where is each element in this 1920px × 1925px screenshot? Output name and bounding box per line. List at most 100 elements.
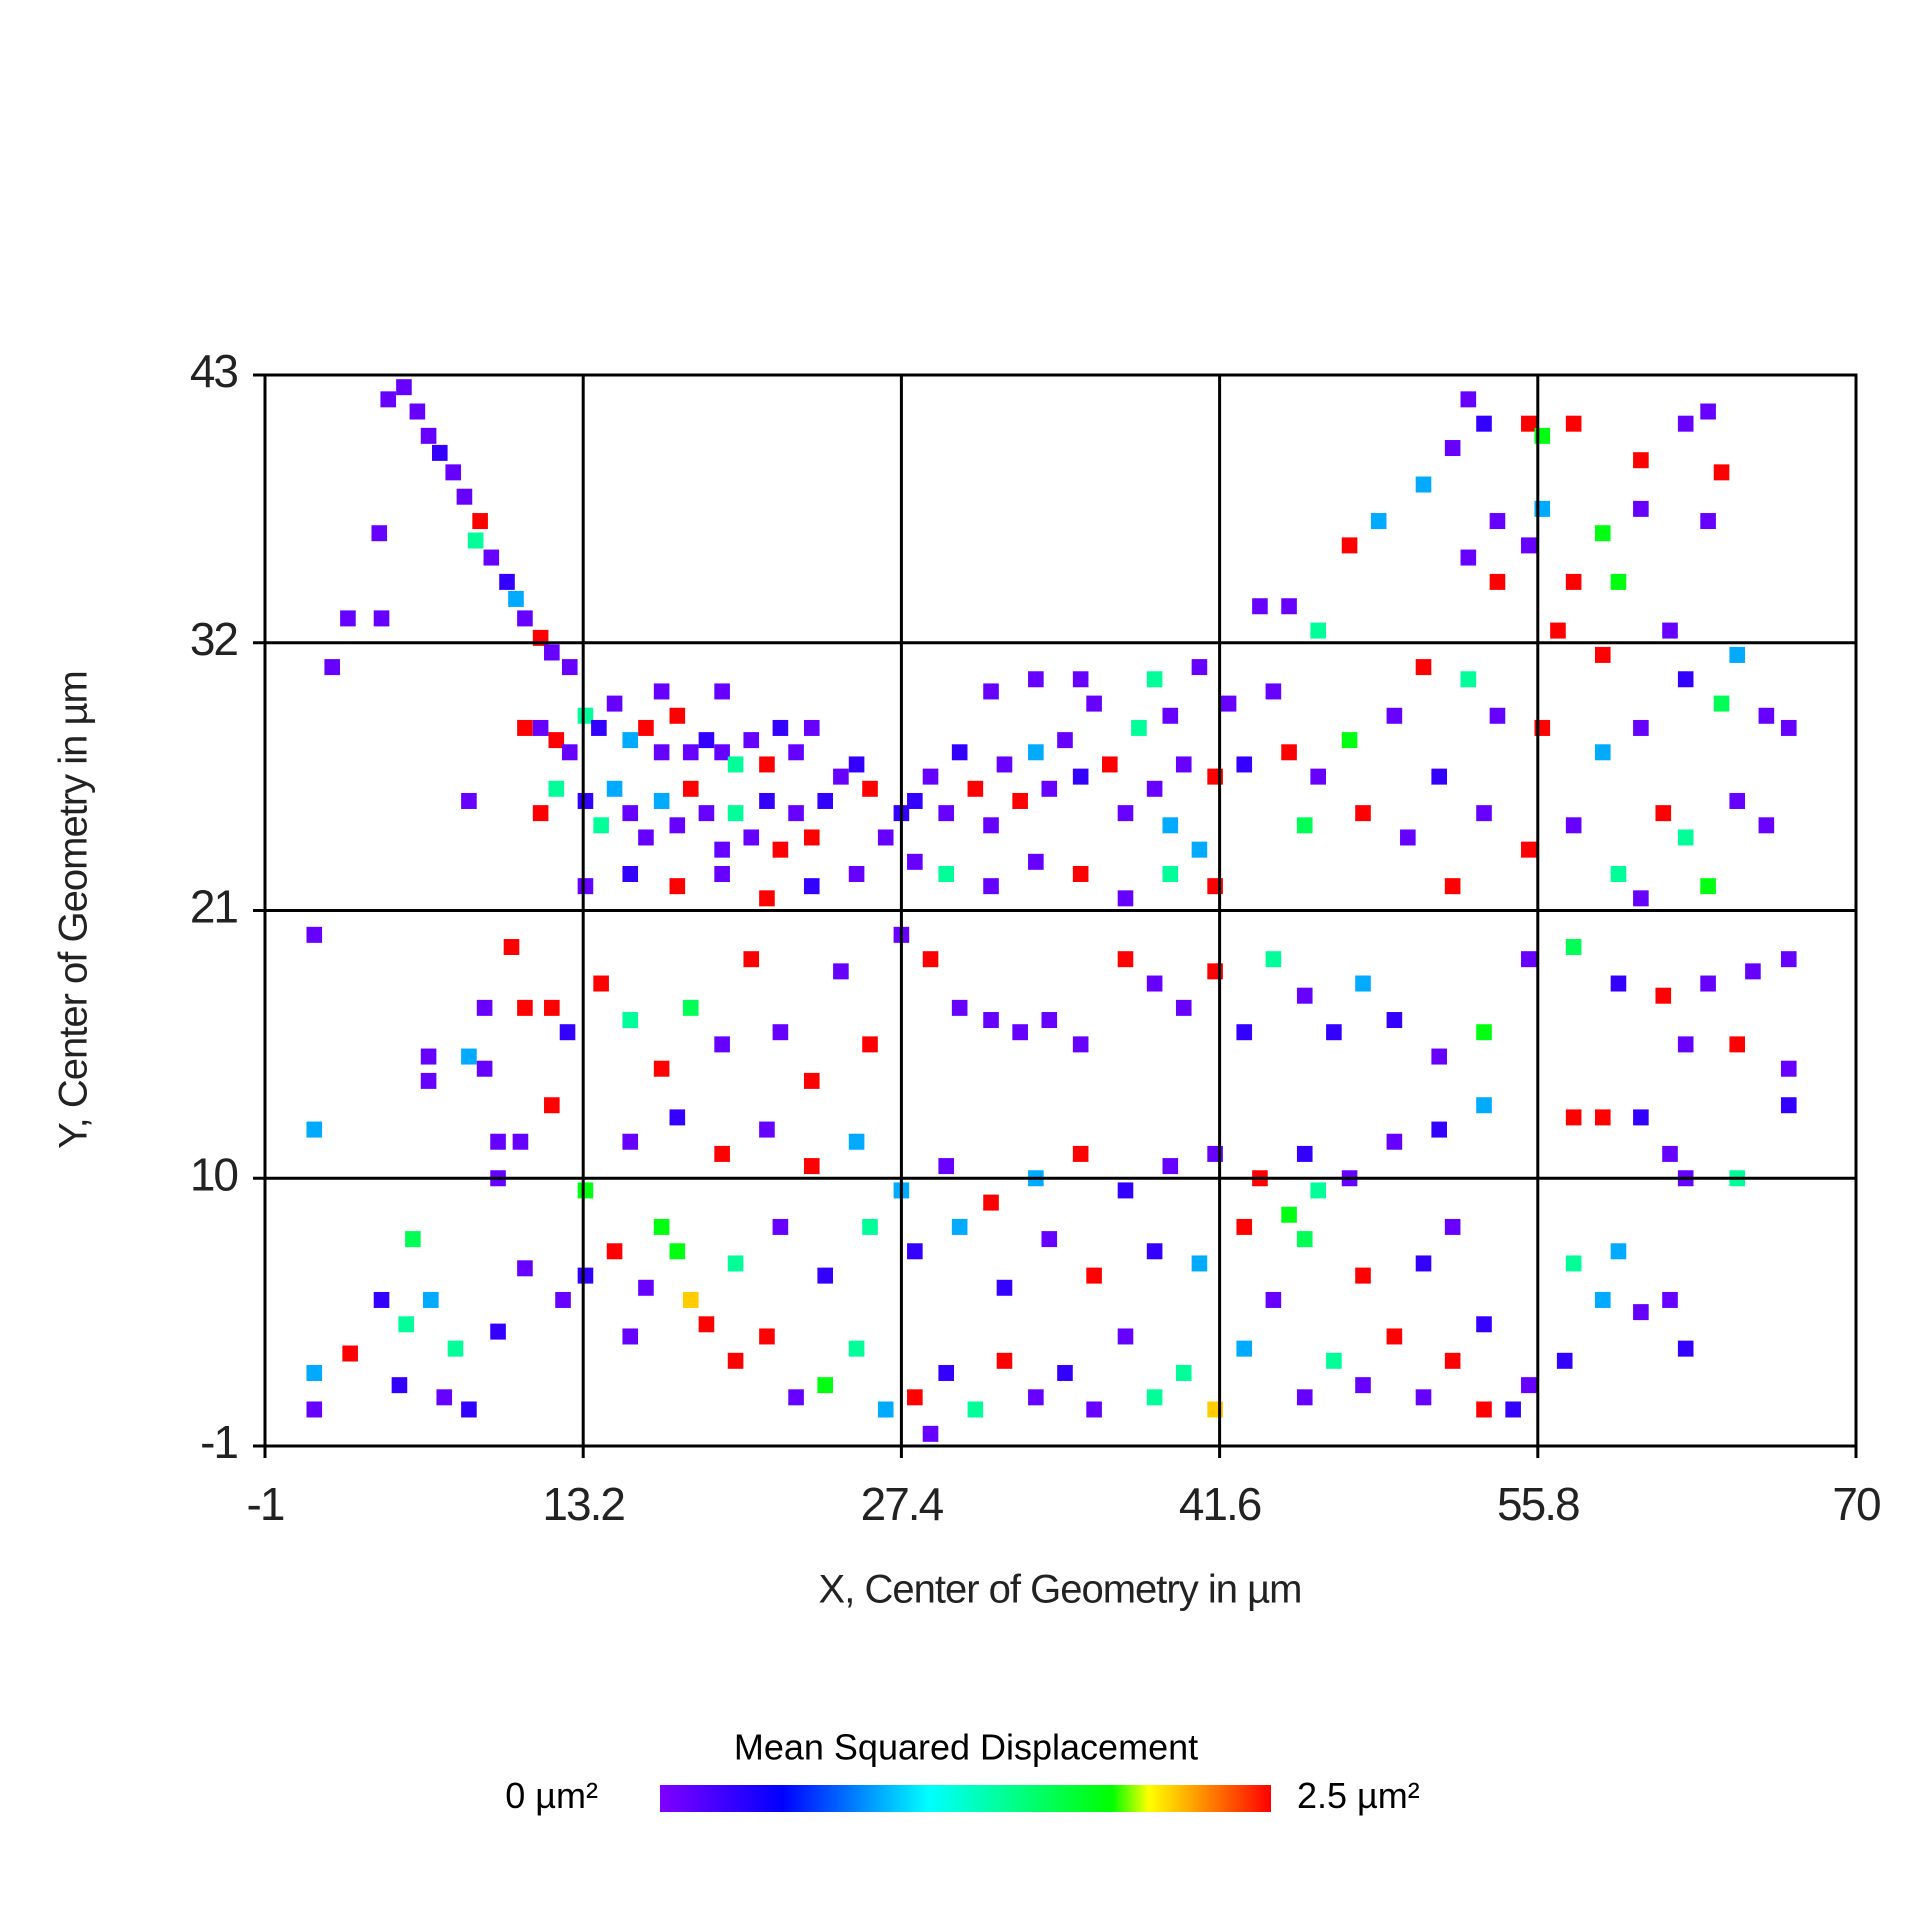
cell <box>1296 1145 1313 1162</box>
cell <box>398 1316 414 1333</box>
cell <box>622 732 639 749</box>
cell <box>1633 500 1649 517</box>
cell <box>907 792 923 809</box>
cell <box>1780 1060 1797 1077</box>
cell <box>1633 1304 1649 1321</box>
cell <box>803 1158 820 1175</box>
cell <box>436 1389 453 1406</box>
cell <box>1610 865 1627 882</box>
cell <box>1662 622 1678 639</box>
cell <box>669 707 686 724</box>
cell <box>1236 756 1253 773</box>
cell <box>622 865 639 882</box>
cell <box>1415 1255 1432 1272</box>
cell <box>1086 695 1102 712</box>
cell <box>1146 780 1163 797</box>
cell <box>1780 719 1797 736</box>
cell <box>606 695 623 712</box>
cell <box>512 1133 529 1150</box>
cell <box>1729 646 1746 663</box>
cell <box>1370 513 1387 530</box>
cell <box>877 829 894 846</box>
cell <box>1086 1401 1102 1418</box>
cell <box>951 1218 968 1235</box>
cell <box>577 1182 594 1199</box>
cell <box>1281 744 1297 761</box>
cell <box>1633 890 1649 907</box>
cell <box>848 865 865 882</box>
cell <box>1700 513 1716 530</box>
cell <box>669 878 686 895</box>
cell <box>456 488 473 505</box>
cell <box>1355 1267 1371 1284</box>
cell <box>447 1340 464 1357</box>
cell <box>682 999 699 1016</box>
cell <box>1400 829 1416 846</box>
cell <box>1341 537 1358 554</box>
cell <box>423 1291 439 1308</box>
y-tick-label: 43 <box>190 345 238 397</box>
cell <box>682 780 699 797</box>
cell <box>1780 1097 1797 1114</box>
cell <box>653 792 670 809</box>
cell <box>653 1218 670 1235</box>
cell <box>1296 1389 1313 1406</box>
cell <box>727 1255 744 1272</box>
cell <box>1444 440 1461 457</box>
cell <box>420 1072 437 1089</box>
cell <box>1460 671 1477 688</box>
cell <box>1028 853 1044 870</box>
cell <box>1444 1352 1461 1369</box>
cell <box>1252 598 1268 615</box>
cell <box>1117 805 1134 822</box>
cell <box>1310 768 1326 785</box>
cell <box>1594 646 1611 663</box>
cell <box>772 1218 789 1235</box>
cell <box>817 792 834 809</box>
cell <box>532 805 549 822</box>
cell <box>561 744 578 761</box>
cell <box>591 719 607 736</box>
cell <box>833 963 849 980</box>
cell <box>1386 707 1403 724</box>
cell <box>1565 817 1582 834</box>
cell <box>1460 391 1477 408</box>
cell <box>544 999 560 1016</box>
cell <box>1662 1291 1678 1308</box>
cell <box>743 829 760 846</box>
cell <box>638 829 654 846</box>
cell <box>1117 1328 1134 1345</box>
cell <box>503 939 520 956</box>
cell <box>445 464 462 481</box>
cell <box>698 1316 715 1333</box>
cell <box>1265 1291 1282 1308</box>
cell <box>508 590 524 607</box>
cell <box>848 1340 865 1357</box>
cell <box>1220 695 1237 712</box>
cell <box>1175 756 1192 773</box>
cell <box>938 1364 955 1381</box>
cell <box>548 780 565 797</box>
cell <box>1594 1291 1611 1308</box>
cell <box>1633 1109 1649 1126</box>
cell <box>714 683 730 700</box>
cell <box>983 1194 999 1211</box>
cell <box>1146 975 1163 992</box>
cell <box>653 1060 670 1077</box>
cell <box>996 1352 1013 1369</box>
cell <box>638 1279 654 1296</box>
cell <box>1489 707 1506 724</box>
cell <box>1594 525 1611 542</box>
cell <box>561 659 578 676</box>
cell <box>862 780 878 797</box>
cell <box>577 1267 594 1284</box>
cell <box>877 1401 894 1418</box>
cell <box>1296 1231 1313 1248</box>
x-tick-label: 55.8 <box>1497 1478 1579 1530</box>
x-axis-label: X, Center of Geometry in µm <box>819 1568 1302 1612</box>
cell <box>499 573 515 590</box>
cell <box>544 644 560 661</box>
cell <box>1505 1401 1521 1418</box>
cell <box>1057 732 1073 749</box>
cell <box>698 732 715 749</box>
